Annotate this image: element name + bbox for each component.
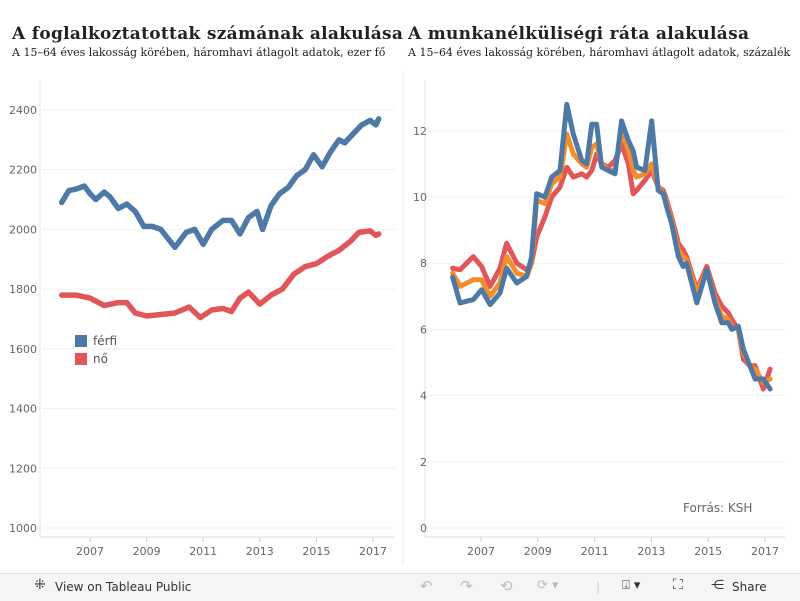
x-tick-label: 2007 <box>467 545 495 558</box>
view-on-tableau-link[interactable]: View on Tableau Public <box>55 580 192 594</box>
undo-icon[interactable]: ↶ <box>420 577 433 595</box>
left-chart-subtitle: A 15–64 éves lakosság körében, háromhavi… <box>12 46 386 59</box>
redo-icon[interactable]: ↷ <box>460 577 473 595</box>
x-tick-label: 2015 <box>694 545 722 558</box>
tableau-toolbar: ⁜ View on Tableau Public ↶ ↷ ⟲ ⟳ ▾ | ⍗ ▾… <box>0 573 800 601</box>
y-tick-label: 12 <box>413 125 427 138</box>
y-tick-label: 1600 <box>9 343 37 356</box>
series-line-nő <box>450 141 773 392</box>
share-button[interactable]: Share <box>732 580 767 594</box>
x-tick-label: 2015 <box>302 545 330 558</box>
y-tick-label: 2400 <box>9 104 37 117</box>
tableau-logo-icon: ⁜ <box>34 577 46 593</box>
y-tick-label: 1000 <box>9 522 37 535</box>
refresh-icon[interactable]: ⟳ ▾ <box>537 578 559 593</box>
y-tick-label: 4 <box>420 390 427 403</box>
legend-swatch <box>75 335 87 347</box>
fullscreen-icon[interactable]: ⛶ <box>673 577 683 593</box>
x-tick-label: 2009 <box>524 545 552 558</box>
divider: | <box>596 580 601 594</box>
legend-item-ferfi[interactable]: férfi <box>75 334 117 348</box>
series-line-nő <box>58 228 382 321</box>
series-line-férfi <box>58 116 382 251</box>
legend-label: nő <box>93 352 108 366</box>
y-tick-label: 0 <box>420 522 427 535</box>
series-line-férfi <box>450 101 773 392</box>
series-line-összesen <box>450 128 773 385</box>
source-note: Forrás: KSH <box>683 501 753 515</box>
y-tick-label: 1200 <box>9 462 37 475</box>
legend[interactable]: férfi nő <box>75 334 117 366</box>
x-tick-label: 2013 <box>246 545 274 558</box>
y-tick-label: 6 <box>420 323 427 336</box>
y-tick-label: 1400 <box>9 403 37 416</box>
legend-label: férfi <box>93 334 118 348</box>
x-tick-label: 2007 <box>76 545 104 558</box>
revert-icon[interactable]: ⟲ <box>500 577 513 595</box>
x-tick-label: 2017 <box>359 545 387 558</box>
x-tick-label: 2009 <box>133 545 161 558</box>
x-tick-label: 2011 <box>581 545 609 558</box>
share-icon[interactable]: ⋲ <box>711 578 724 593</box>
y-tick-label: 8 <box>420 257 427 270</box>
x-tick-label: 2017 <box>751 545 779 558</box>
y-tick-label: 10 <box>413 191 427 204</box>
left-chart-title: A foglalkoztatottak számának alakulása <box>12 24 404 44</box>
y-tick-label: 1800 <box>9 283 37 296</box>
x-tick-label: 2011 <box>189 545 217 558</box>
y-tick-label: 2 <box>420 456 427 469</box>
charts-canvas: 1000 1200 1400 1600 1800 2000 2200 2400 2007 2009… <box>9 70 785 565</box>
y-tick-label: 2200 <box>9 164 37 177</box>
x-tick-label: 2013 <box>637 545 665 558</box>
legend-swatch <box>75 353 87 365</box>
download-icon[interactable]: ⍗ ▾ <box>622 578 641 593</box>
legend-item-no[interactable]: nő <box>75 352 117 366</box>
y-tick-label: 2000 <box>9 223 37 236</box>
right-chart-subtitle: A 15–64 éves lakosság körében, háromhavi… <box>408 46 791 59</box>
right-chart-title: A munkanélküliségi ráta alakulása <box>408 24 750 44</box>
